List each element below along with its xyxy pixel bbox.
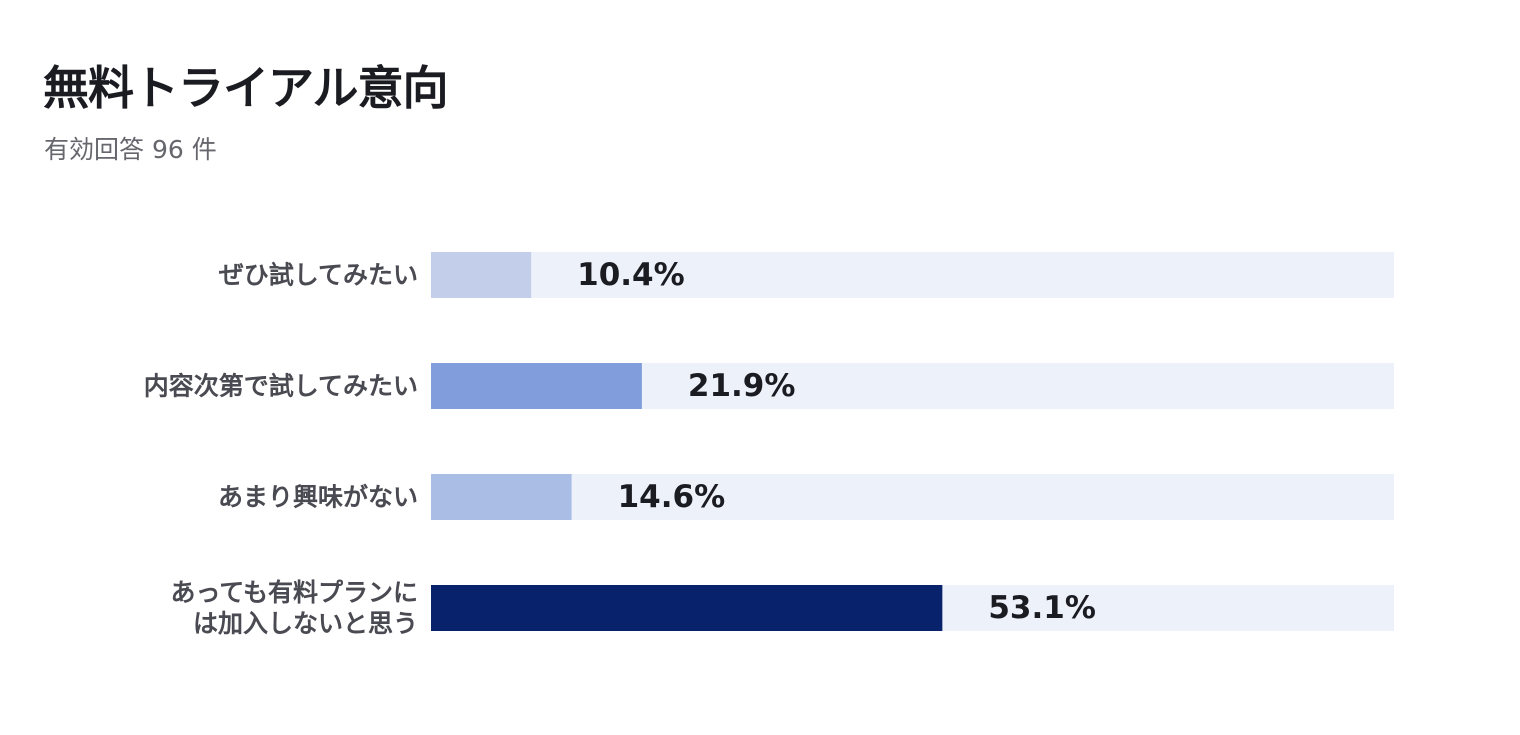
value-label: 10.4% — [577, 257, 685, 293]
category-label: 内容次第で試してみたい — [144, 372, 418, 401]
chart-subtitle: 有効回答 96 件 — [44, 135, 217, 164]
bar — [431, 363, 642, 409]
bar-track — [431, 474, 1394, 520]
chart-title: 無料トライアル意向 — [43, 61, 449, 115]
bar — [431, 252, 532, 298]
value-label: 53.1% — [988, 590, 1096, 626]
bar — [431, 585, 943, 631]
value-label: 21.9% — [688, 368, 796, 404]
value-label: 14.6% — [618, 479, 726, 515]
bar-track — [431, 252, 1394, 298]
category-label: あまり興味がない — [218, 483, 418, 512]
category-label: あっても有料プランに — [170, 578, 418, 607]
bar — [431, 474, 572, 520]
category-label: ぜひ試してみたい — [219, 261, 418, 290]
category-label: は加入しないと思う — [193, 609, 418, 638]
